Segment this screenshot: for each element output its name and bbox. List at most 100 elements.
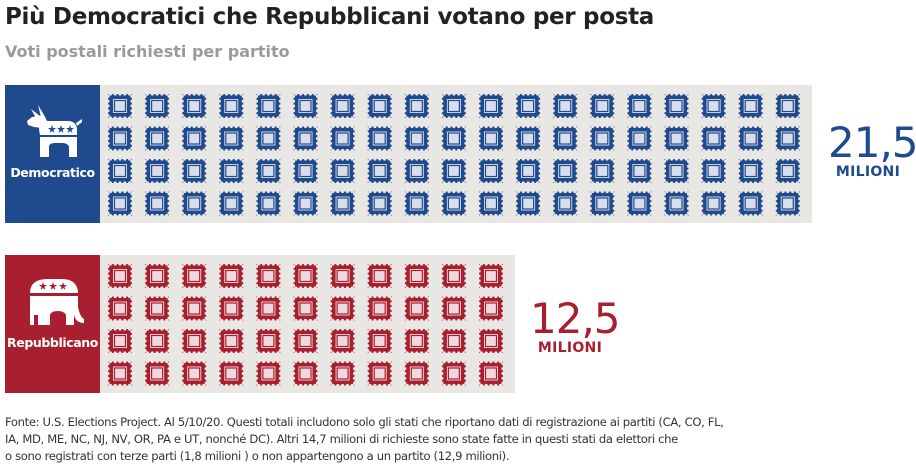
stamp-icon — [775, 126, 800, 151]
stamp-icon — [219, 264, 244, 288]
stamp-icon — [590, 94, 615, 118]
stamp-icon — [145, 361, 170, 386]
stamp-icon — [330, 296, 355, 321]
stamp-icon — [738, 126, 763, 151]
stamp-icon — [293, 126, 318, 151]
stamp-icon — [182, 159, 207, 183]
republican-value: 12,5 MILIONI — [530, 294, 621, 357]
stamp-icon — [553, 191, 578, 216]
stamp-icon — [256, 296, 281, 321]
stamp-icon — [145, 329, 170, 353]
stamp-icon — [404, 126, 429, 151]
stamp-icon — [404, 329, 429, 353]
stamp-icon — [330, 191, 355, 216]
elephant-icon — [29, 279, 84, 325]
stamp-icon — [775, 94, 800, 118]
stamp-icon — [330, 264, 355, 288]
stamp-icon — [219, 296, 244, 321]
stamp-icon — [367, 264, 392, 288]
stamp-icon — [108, 191, 132, 216]
stamp-icon — [108, 361, 132, 386]
stamp-icon — [516, 159, 541, 183]
stamp-icon — [701, 126, 726, 151]
stamp-icon — [293, 94, 318, 118]
stamp-icon — [627, 191, 652, 216]
stamp-icon — [553, 126, 578, 151]
republican-value-unit: MILIONI — [537, 340, 603, 356]
stamp-icon — [664, 159, 689, 183]
stamp-icon — [590, 159, 615, 183]
stamp-icon — [219, 361, 244, 386]
stamp-icon — [219, 94, 244, 118]
stamp-icon — [441, 264, 466, 288]
stamp-icon — [293, 329, 318, 353]
stamp-icon — [404, 159, 429, 183]
stamp-icon — [256, 329, 281, 353]
stamp-icon — [367, 361, 392, 386]
stamp-icon — [293, 159, 318, 183]
stamp-icon — [293, 191, 318, 216]
stamp-icon — [367, 329, 392, 353]
stamp-icon — [664, 191, 689, 216]
stamp-icon — [627, 94, 652, 118]
democratic-stamps — [108, 94, 800, 216]
stamp-icon — [367, 159, 392, 183]
democratic-row: Democratico — [5, 85, 812, 223]
stamp-icon — [256, 159, 281, 183]
stamp-icon — [404, 361, 429, 386]
chart-title: Più Democratici che Repubblicani votano … — [5, 4, 655, 30]
stamp-icon — [664, 94, 689, 118]
footnote-line: IA, MD, ME, NC, NJ, NV, OR, PA e UT, non… — [5, 432, 678, 446]
footnote-line: Fonte: U.S. Elections Project. Al 5/10/2… — [5, 415, 724, 429]
stamp-icon — [404, 191, 429, 216]
stamp-icon — [293, 296, 318, 321]
stamp-icon — [738, 159, 763, 183]
stamp-icon — [701, 94, 726, 118]
stamp-icon — [738, 191, 763, 216]
stamp-icon — [182, 329, 207, 353]
stamp-icon — [627, 126, 652, 151]
stamp-icon — [553, 94, 578, 118]
stamp-icon — [145, 94, 170, 118]
stamp-icon — [256, 191, 281, 216]
stamp-icon — [441, 361, 466, 386]
stamp-icon — [701, 159, 726, 183]
stamp-icon — [145, 159, 170, 183]
stamp-icon — [441, 296, 466, 321]
stamp-icon — [479, 329, 503, 353]
stamp-icon — [479, 126, 503, 151]
stamp-icon — [330, 361, 355, 386]
stamp-icon — [738, 94, 763, 118]
stamp-icon — [108, 126, 132, 151]
stamp-icon — [330, 329, 355, 353]
stamp-icon — [441, 126, 466, 151]
stamp-icon — [182, 126, 207, 151]
stamp-icon — [367, 296, 392, 321]
stamp-icon — [404, 264, 429, 288]
stamp-icon — [182, 361, 207, 386]
stamp-icon — [367, 191, 392, 216]
stamp-icon — [330, 126, 355, 151]
republican-party-box: Repubblicano — [5, 255, 100, 393]
stamp-icon — [775, 191, 800, 216]
stamp-icon — [404, 296, 429, 321]
stamp-icon — [256, 126, 281, 151]
stamp-icon — [367, 126, 392, 151]
republican-label: Repubblicano — [7, 335, 98, 350]
stamp-icon — [701, 191, 726, 216]
stamp-icon — [479, 94, 503, 118]
republican-value-number: 12,5 — [530, 294, 621, 343]
stamp-icon — [553, 159, 578, 183]
donkey-icon — [26, 105, 82, 157]
stamp-icon — [590, 126, 615, 151]
stamp-icon — [330, 94, 355, 118]
stamp-icon — [108, 264, 132, 288]
stamp-icon — [145, 264, 170, 288]
stamp-icon — [775, 159, 800, 183]
stamp-icon — [182, 191, 207, 216]
stamp-icon — [182, 264, 207, 288]
stamp-icon — [293, 361, 318, 386]
stamp-icon — [219, 191, 244, 216]
republican-row: Repubblicano — [5, 255, 515, 393]
footnote-line: o sono registrati con terze parti (1,8 m… — [5, 449, 510, 463]
